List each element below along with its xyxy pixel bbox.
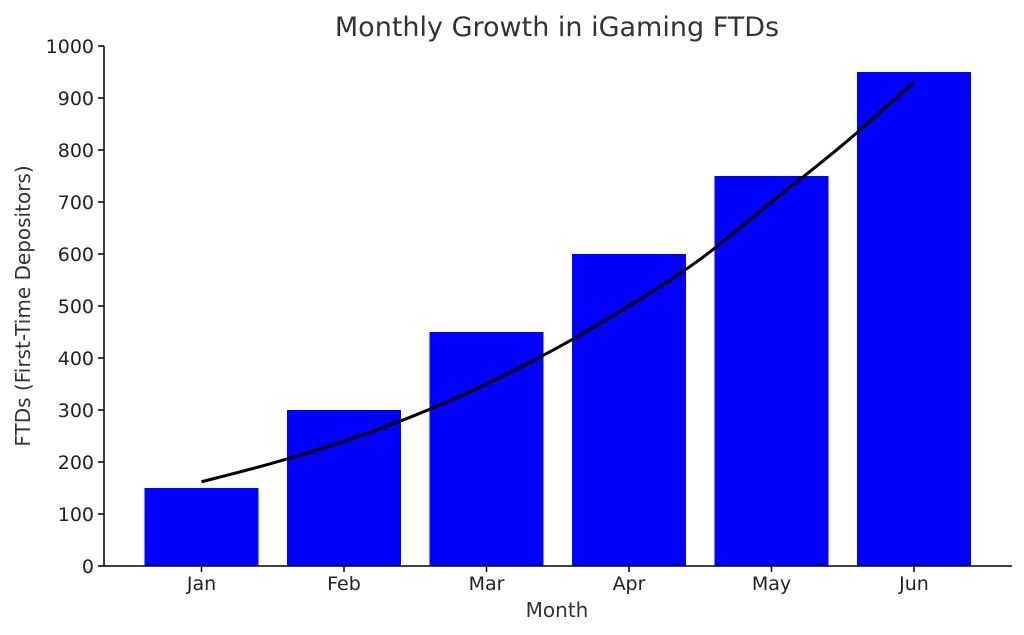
x-axis-label: Month xyxy=(526,598,589,622)
y-axis-label: FTDs (First-Time Depositors) xyxy=(11,165,35,446)
x-tick-label: Jan xyxy=(186,573,216,595)
y-ticks: 0 100 200 300 400 500 600 700 800 900 1000 xyxy=(46,36,104,578)
trend-line xyxy=(201,81,915,484)
bar-may xyxy=(714,176,829,566)
x-tick-label: May xyxy=(752,573,791,595)
x-tick-label: Feb xyxy=(327,573,361,595)
y-tick-label: 0 xyxy=(82,556,94,578)
bar-mar xyxy=(429,332,544,566)
x-ticks: Jan Feb Mar Apr May Jun xyxy=(186,566,929,595)
x-tick-label: Mar xyxy=(469,573,505,595)
bar-feb xyxy=(287,410,401,566)
bars-group xyxy=(144,72,971,566)
chart-title: Monthly Growth in iGaming FTDs xyxy=(335,12,779,43)
bar-jan xyxy=(144,488,259,566)
bar-jun xyxy=(857,72,971,566)
y-tick-label: 900 xyxy=(58,88,94,110)
y-tick-label: 200 xyxy=(58,452,94,474)
y-tick-label: 800 xyxy=(58,140,94,162)
y-tick-label: 600 xyxy=(58,244,94,266)
y-tick-label: 100 xyxy=(58,504,94,526)
y-tick-label: 1000 xyxy=(46,36,94,58)
bar-apr xyxy=(572,254,686,566)
y-tick-label: 300 xyxy=(58,400,94,422)
x-tick-label: Jun xyxy=(898,573,929,595)
plot-area: 0 100 200 300 400 500 600 700 800 900 1000 Jan Feb M… xyxy=(46,36,1012,595)
y-tick-label: 400 xyxy=(58,348,94,370)
y-tick-label: 500 xyxy=(58,296,94,318)
x-tick-label: Apr xyxy=(613,573,646,595)
y-tick-label: 700 xyxy=(58,192,94,214)
